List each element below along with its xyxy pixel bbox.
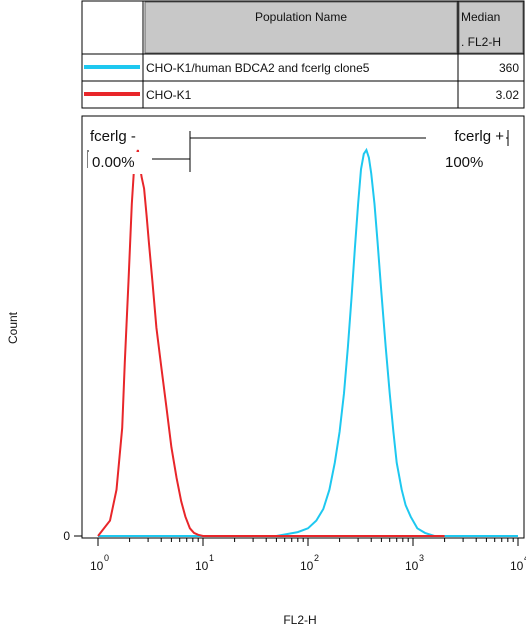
gates: fcerlg - 0.00% fcerlg + 100% xyxy=(87,126,509,174)
x-tick-label: 10 xyxy=(90,559,104,573)
gate-negative-label: fcerlg - xyxy=(90,128,136,145)
gate-label-bg xyxy=(426,126,506,146)
legend-row-median-clone5: 360 xyxy=(499,61,519,75)
x-tick-label: 10 xyxy=(300,559,314,573)
legend-row-median-cho-k1: 3.02 xyxy=(496,88,520,102)
legend-header-population-cell xyxy=(144,1,458,54)
gate-positive-label: fcerlg + xyxy=(454,128,504,145)
gate-label-bg xyxy=(88,126,160,146)
legend-row-name-cho-k1: CHO-K1 xyxy=(146,88,192,102)
x-tick-exponent: 3 xyxy=(419,553,424,563)
gate-negative-percent: 0.00% xyxy=(92,154,135,171)
x-axis: 100101102103104 xyxy=(90,538,526,573)
x-axis-label: FL2-H xyxy=(283,613,316,627)
series-layer xyxy=(97,147,518,537)
gate-label-bg xyxy=(88,152,152,174)
legend-header-population: Population Name xyxy=(255,10,347,24)
x-tick-exponent: 4 xyxy=(524,553,526,563)
x-tick-label: 10 xyxy=(195,559,209,573)
x-tick-exponent: 1 xyxy=(209,553,214,563)
y-axis-label: Count xyxy=(6,311,20,344)
legend-header-median-param: . FL2-H xyxy=(461,35,501,49)
x-tick-label: 10 xyxy=(405,559,419,573)
x-tick-exponent: 2 xyxy=(314,553,319,563)
y-tick-label: 0 xyxy=(63,529,70,543)
gate-positive-percent: 100% xyxy=(445,154,483,171)
legend-table: Population Name Median . FL2-H CHO-K1/hu… xyxy=(81,0,525,109)
x-tick-exponent: 0 xyxy=(104,553,109,563)
y-axis: 0 xyxy=(63,529,82,543)
legend-header-median-cell xyxy=(458,1,524,54)
plot-frame xyxy=(81,115,525,539)
legend-header-median: Median xyxy=(461,10,500,24)
series-line-cho-k1 xyxy=(97,149,445,537)
series-line-clone5 xyxy=(98,147,518,537)
legend-row-name-clone5: CHO-K1/human BDCA2 and fcerlg clone5 xyxy=(146,61,370,75)
x-tick-label: 10 xyxy=(510,559,524,573)
